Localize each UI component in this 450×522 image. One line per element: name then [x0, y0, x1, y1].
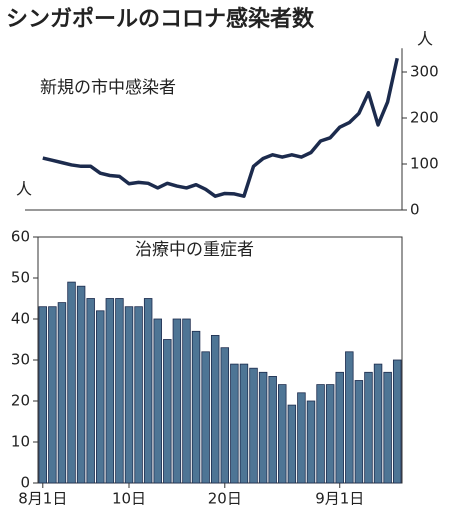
bar [38, 306, 48, 484]
y-tick-label: 50 [11, 269, 30, 287]
bar [134, 306, 143, 484]
y-tick-label: 30 [11, 351, 30, 369]
bar [220, 347, 230, 484]
bar [153, 318, 162, 484]
bar [124, 306, 134, 484]
bar [182, 318, 191, 484]
bar [210, 334, 220, 484]
page-title: シンガポールのコロナ感染者数 [6, 6, 315, 32]
line-series [42, 57, 399, 198]
bar [268, 375, 277, 484]
y-tick-label: 0 [410, 201, 420, 219]
x-tick-label: 20日 [208, 490, 242, 508]
y-tick-label: 100 [410, 155, 439, 173]
y-tick-label: 0 [20, 474, 30, 492]
bar [373, 363, 383, 484]
unit-label: 人 [417, 30, 433, 49]
bar [239, 363, 249, 484]
chart-title: 新規の市中感染者 [40, 78, 176, 98]
y-tick-label: 200 [410, 109, 439, 127]
bar [57, 302, 67, 484]
bar [335, 371, 344, 484]
bar [297, 392, 306, 484]
bar [191, 330, 201, 484]
x-tick-label: 8月1日 [18, 490, 67, 508]
bar [354, 380, 364, 484]
bar [96, 310, 105, 484]
x-tick-label: 10日 [112, 490, 146, 508]
bar [249, 367, 258, 484]
bar [48, 306, 57, 484]
bar [172, 318, 182, 484]
y-tick-label: 20 [11, 392, 30, 410]
bar [325, 384, 335, 484]
bar [105, 298, 115, 484]
y-tick-label: 40 [11, 310, 30, 328]
bar [287, 404, 297, 484]
y-tick-label: 60 [11, 228, 30, 246]
bar [115, 298, 124, 484]
y-tick-label: 300 [410, 63, 439, 81]
bar [316, 384, 325, 484]
bar [258, 371, 268, 484]
bar [201, 351, 210, 484]
bar [86, 298, 95, 484]
chart-title: 治療中の重症者 [135, 240, 254, 260]
bar [67, 281, 76, 484]
unit-label: 人 [16, 180, 32, 199]
bar [306, 400, 316, 484]
bar [143, 298, 153, 484]
y-tick-label: 10 [11, 433, 30, 451]
bar [392, 359, 402, 484]
bar [76, 285, 86, 484]
bar [278, 384, 287, 484]
bar [345, 351, 354, 484]
x-tick-label: 9月1日 [315, 490, 364, 508]
bar [383, 371, 392, 484]
bar [364, 371, 373, 484]
bar [230, 363, 239, 484]
bar [163, 339, 172, 484]
plot-frame [37, 236, 403, 484]
